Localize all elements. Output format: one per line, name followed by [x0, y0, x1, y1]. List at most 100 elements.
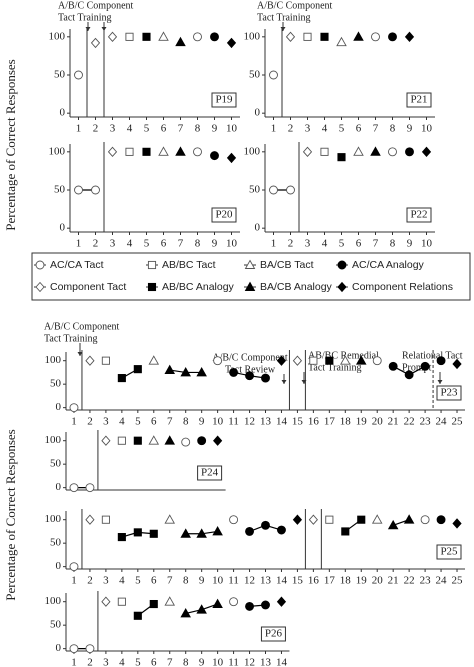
panel-label-box	[406, 92, 432, 108]
x-tick-label: 3	[103, 657, 109, 667]
panel-label: P21	[410, 94, 427, 106]
x-tick-label: 12	[244, 575, 255, 587]
x-tick-label: 11	[228, 657, 239, 667]
x-tick-label: 6	[151, 416, 157, 428]
x-tick-label: 23	[420, 416, 432, 428]
y-tick-label: 50	[50, 619, 62, 631]
y-tick-label: 0	[56, 401, 62, 413]
data-point	[388, 32, 397, 42]
x-tick-label: 23	[420, 575, 432, 587]
data-point	[193, 32, 202, 42]
data-point	[210, 151, 219, 161]
panel-label-box	[436, 385, 462, 401]
x-tick-label: 15	[292, 416, 304, 428]
data-point	[213, 356, 223, 366]
annotation: A/B/C Component	[257, 0, 333, 11]
x-tick-label: 3	[110, 238, 116, 250]
x-tick-label: 11	[228, 416, 239, 428]
data-point	[303, 32, 312, 41]
data-point	[286, 185, 295, 195]
x-tick-label: 4	[119, 416, 125, 428]
data-point	[387, 519, 399, 530]
x-tick-label: 20	[372, 416, 384, 428]
data-point	[85, 483, 95, 493]
y-axis-title: Percentage of Correct Responses	[3, 59, 18, 230]
x-tick-label: 24	[436, 575, 448, 587]
data-point	[85, 644, 95, 654]
y-tick-label: 100	[49, 145, 66, 157]
x-tick-label: 12	[244, 416, 255, 428]
data-point	[196, 528, 207, 538]
data-point	[158, 146, 169, 156]
legend-label: AB/BC Analogy	[162, 281, 235, 293]
data-point	[325, 515, 334, 524]
arrow-head	[301, 380, 307, 384]
panel-label: P20	[215, 209, 233, 221]
data-point	[245, 526, 254, 536]
data-point	[149, 599, 158, 609]
x-tick-label: 17	[324, 575, 336, 587]
x-tick-label: 1	[71, 657, 77, 667]
y-tick-label: 100	[244, 145, 261, 157]
data-point	[421, 146, 432, 157]
data-point	[101, 435, 111, 446]
x-tick-label: 2	[93, 238, 99, 250]
data-point	[269, 185, 278, 195]
x-tick-label: 13	[260, 657, 272, 667]
x-tick-label: 21	[388, 416, 399, 428]
data-point	[355, 355, 367, 365]
x-tick-label: 6	[356, 238, 362, 250]
x-tick-label: 8	[390, 123, 396, 135]
x-tick-label: 12	[244, 657, 255, 667]
data-point	[74, 185, 83, 195]
x-tick-label: 8	[195, 123, 201, 135]
x-tick-label: 13	[260, 416, 272, 428]
data-point	[69, 483, 79, 493]
data-point	[309, 356, 318, 365]
panel-label: P25	[440, 546, 458, 558]
legend-marker	[337, 281, 347, 293]
y-tick-label: 100	[244, 30, 261, 42]
legend-label: AC/CA Analogy	[352, 259, 425, 271]
annotation: Tact Review	[225, 364, 276, 375]
data-point	[325, 356, 334, 365]
data-point	[337, 153, 346, 162]
arrow-head	[437, 380, 443, 384]
x-tick-label: 25	[452, 575, 464, 587]
data-point	[277, 525, 286, 535]
x-tick-label: 8	[195, 238, 201, 250]
x-tick-label: 4	[127, 238, 133, 250]
data-point	[133, 611, 142, 620]
x-tick-label: 16	[308, 416, 320, 428]
y-tick-label: 100	[49, 30, 66, 42]
x-tick-label: 2	[288, 123, 294, 135]
panel-label-box	[211, 207, 237, 223]
data-point	[261, 520, 270, 530]
legend-label: BA/CB Tact	[260, 259, 314, 271]
y-tick-label: 50	[50, 458, 62, 470]
data-point	[142, 147, 151, 156]
x-tick-label: 4	[119, 657, 125, 667]
x-tick-label: 6	[151, 657, 157, 667]
x-tick-label: 4	[119, 575, 125, 587]
arrow-head	[280, 27, 286, 31]
panel-label: P24	[201, 467, 219, 479]
x-tick-label: 22	[404, 416, 415, 428]
x-tick-label: 5	[339, 238, 345, 250]
x-tick-label: 10	[212, 575, 224, 587]
data-point	[180, 608, 191, 618]
x-tick-label: 3	[305, 123, 311, 135]
data-point	[117, 533, 126, 542]
x-tick-label: 3	[305, 238, 311, 250]
legend-label: BA/CB Analogy	[260, 281, 333, 293]
panel-label: P23	[440, 387, 458, 399]
data-point	[388, 147, 397, 157]
data-point	[292, 514, 303, 525]
x-tick-label: 6	[161, 123, 167, 135]
data-point	[158, 31, 169, 41]
data-point	[285, 31, 296, 42]
y-tick-label: 50	[50, 378, 62, 390]
data-point	[341, 527, 350, 536]
panel-label: P26	[265, 628, 283, 640]
data-point	[213, 435, 223, 446]
